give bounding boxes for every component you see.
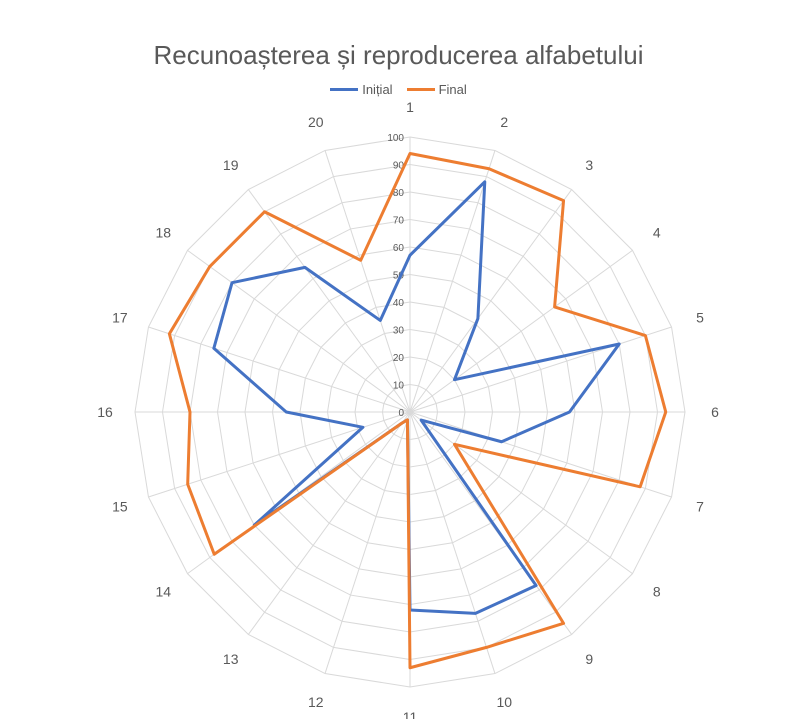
- tick-label-10: 10: [393, 381, 405, 392]
- spoke-20: [324, 150, 411, 413]
- spoke-4: [409, 249, 633, 413]
- category-label-8: 8: [653, 583, 661, 599]
- category-label-14: 14: [155, 583, 171, 599]
- tick-label-20: 20: [393, 353, 405, 364]
- spoke-15: [148, 411, 411, 498]
- category-label-9: 9: [585, 651, 593, 667]
- series-line-final: [167, 152, 668, 670]
- category-label-18: 18: [155, 225, 171, 241]
- legend-swatch-final: [406, 88, 435, 91]
- legend-label-initial: Inițial: [362, 82, 393, 97]
- category-label-1: 1: [406, 99, 414, 115]
- category-label-12: 12: [308, 694, 324, 710]
- legend-item-final: Final: [406, 82, 467, 97]
- legend-item-initial: Inițial: [330, 82, 393, 97]
- tick-label-100: 100: [387, 133, 404, 144]
- category-label-5: 5: [696, 310, 704, 326]
- category-label-20: 20: [308, 114, 324, 130]
- spoke-5: [409, 326, 672, 413]
- category-label-10: 10: [496, 694, 512, 710]
- legend: Inițial Final: [0, 82, 797, 97]
- spoke-9: [409, 411, 573, 635]
- tick-label-50: 50: [393, 271, 405, 282]
- spoke-17: [148, 326, 411, 413]
- category-label-3: 3: [585, 157, 593, 173]
- tick-label-0: 0: [398, 408, 404, 419]
- category-label-15: 15: [112, 498, 128, 514]
- spoke-18: [187, 249, 411, 413]
- category-label-7: 7: [696, 498, 704, 514]
- spoke-2: [409, 150, 496, 413]
- legend-swatch-initial: [330, 88, 359, 91]
- spoke-3: [409, 189, 573, 413]
- chart-title: Recunoașterea și reproducerea alfabetulu…: [153, 40, 644, 70]
- category-label-6: 6: [711, 404, 719, 420]
- spoke-8: [409, 411, 633, 575]
- tick-label-70: 70: [393, 216, 405, 227]
- legend-label-final: Final: [438, 82, 467, 97]
- tick-label-30: 30: [393, 326, 405, 337]
- category-label-13: 13: [223, 651, 239, 667]
- spoke-19: [247, 189, 411, 413]
- tick-label-80: 80: [393, 188, 405, 199]
- tick-label-60: 60: [393, 243, 405, 254]
- category-label-19: 19: [223, 157, 239, 173]
- spoke-10: [409, 411, 496, 674]
- category-label-4: 4: [653, 225, 661, 241]
- category-label-2: 2: [500, 114, 508, 130]
- tick-label-90: 90: [393, 161, 405, 172]
- spoke-13: [247, 411, 411, 635]
- radial-axis-ticks: 0 10 20 30 40 50 60 70 80 90 100: [387, 133, 404, 419]
- category-label-17: 17: [112, 310, 128, 326]
- tick-label-40: 40: [393, 298, 405, 309]
- spoke-12: [324, 411, 411, 674]
- series-layer: [167, 152, 668, 670]
- category-label-11: 11: [403, 709, 418, 719]
- category-label-16: 16: [97, 404, 113, 420]
